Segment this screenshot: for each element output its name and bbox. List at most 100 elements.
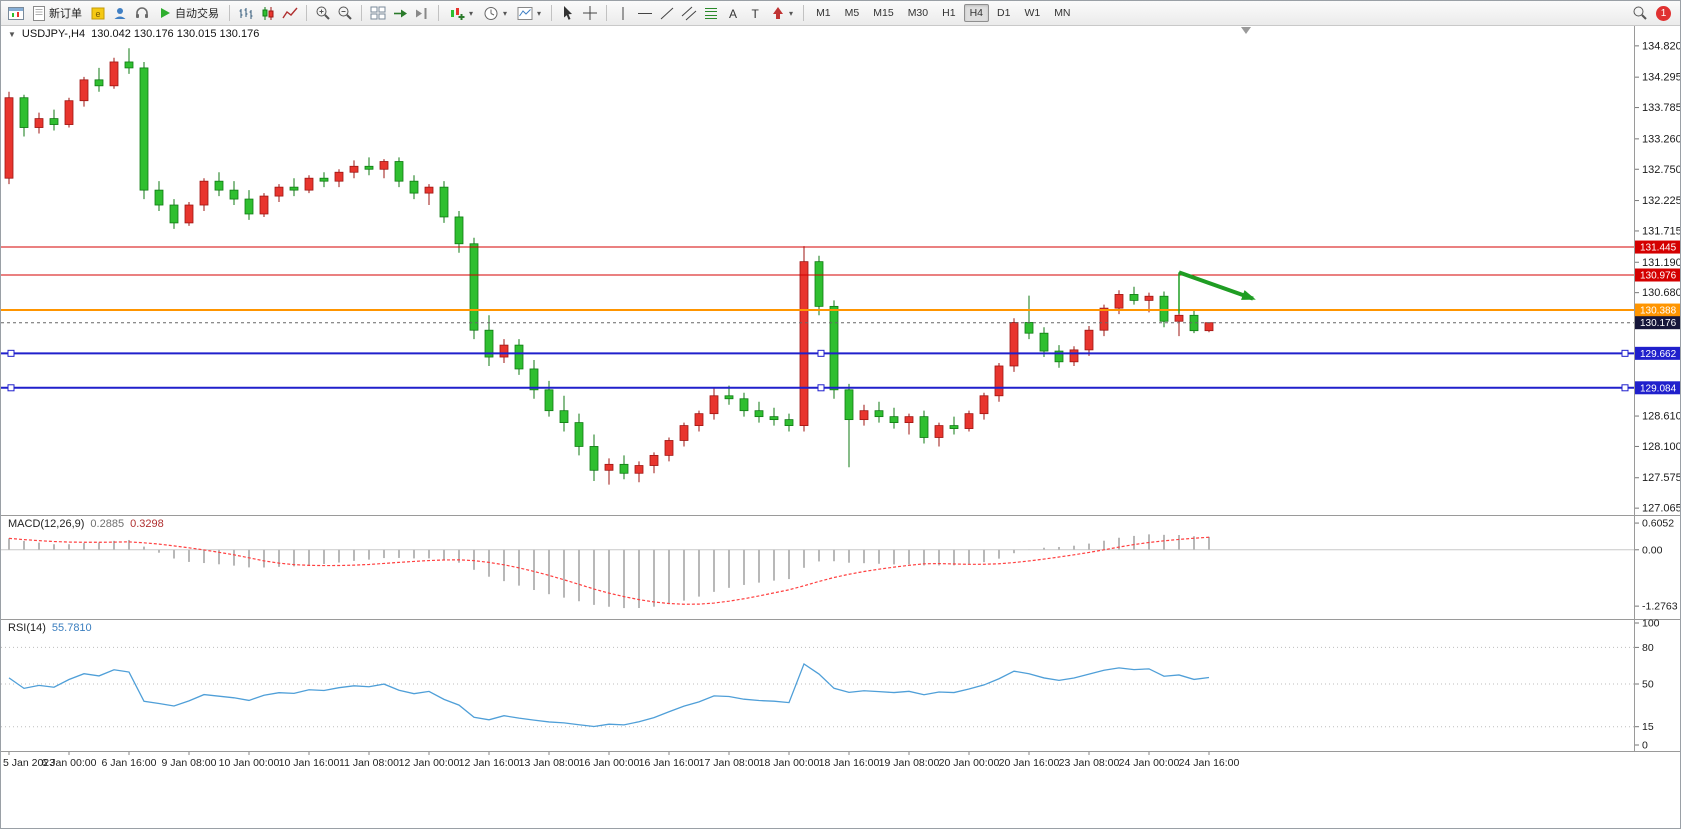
equidistant-channel-icon[interactable] [679,3,699,23]
price-level-badge [1635,381,1680,395]
candle [379,161,389,170]
candle [544,389,554,412]
timeframe-d1[interactable]: D1 [997,7,1011,19]
line-chart-icon[interactable] [280,3,300,23]
macd-value-signal: 0.3298 [130,518,164,530]
autotrading-play-icon [161,8,170,18]
time-axis-label: 18 Jan 00:00 [759,757,820,769]
candlestick-chart-icon[interactable] [258,3,278,23]
clock-icon [484,6,498,20]
horizontal-line-icon[interactable] [635,3,655,23]
candle [979,395,989,415]
candle [709,395,719,415]
candle [1129,294,1139,301]
candle [664,440,674,456]
tile-windows-icon[interactable] [368,3,388,23]
timeframe-mn[interactable]: MN [1054,7,1071,19]
bar-chart-icon[interactable] [236,3,256,23]
rsi-value: 55.7810 [51,622,92,634]
chart-collapse-icon[interactable]: ▼ [8,29,16,39]
search-icon[interactable] [1630,3,1650,23]
candle [64,100,74,125]
candle [229,189,239,200]
cursor-icon[interactable] [558,3,578,23]
chart-shift-icon[interactable] [412,3,432,23]
zoom-out-icon[interactable] [335,3,355,23]
toolbar-separator [438,5,439,21]
time-axis-label: 13 Jan 08:00 [519,757,580,769]
annotation-arrow[interactable] [1178,270,1254,301]
time-axis-label: 19 Jan 08:00 [879,757,940,769]
time-axis-label: 23 Jan 08:00 [1059,757,1120,769]
time-axis-label: 12 Jan 00:00 [399,757,460,769]
timeframe-h1[interactable]: H1 [942,7,956,19]
price-level-badge-text: 130.976 [1640,271,1677,282]
candle [514,344,524,370]
zoom-in-icon[interactable] [313,3,333,23]
notification-badge[interactable]: 1 [1656,5,1671,21]
auto-scroll-icon[interactable] [390,3,410,23]
community-icon[interactable] [110,3,130,23]
rsi-panel[interactable]: 100 80 50 15 0 [1,619,1681,751]
line-handle[interactable] [7,349,15,357]
chart-shift-marker[interactable] [1241,27,1251,34]
time-axis-label: 9 Jan 08:00 [162,757,217,769]
text-tool-icon[interactable]: A [723,3,743,23]
new-chart-dropdown[interactable]: ▾ [445,3,477,23]
candle [874,410,884,418]
time-axis-label: 24 Jan 16:00 [1179,757,1240,769]
timeframe-w1[interactable]: W1 [1024,7,1041,19]
time-axis-label: 24 Jan 00:00 [1119,757,1180,769]
time-axis-label: 5 Jan 2023 [3,757,55,769]
candle [1069,349,1079,363]
annotation-arrow-head[interactable] [1241,290,1256,300]
macd-axis[interactable] [1635,516,1681,619]
timeframe-m5[interactable]: M5 [844,7,860,19]
price-tick-label: 130.680 [1642,287,1681,299]
crosshair-icon[interactable] [580,3,600,23]
price-level-badge-text: 130.176 [1640,318,1677,329]
candle [784,419,794,426]
arrows-dropdown[interactable]: ▾ [767,3,797,23]
candle [244,198,254,215]
autotrading-button[interactable]: 自动交易 [154,3,223,23]
vertical-line-icon[interactable] [613,3,633,23]
fibonacci-icon[interactable] [701,3,721,23]
price-tick-label: 132.750 [1642,164,1681,176]
trendline-icon[interactable] [657,3,677,23]
candle [604,463,614,471]
timeframe-m1[interactable]: M1 [816,7,831,19]
candle [844,389,854,421]
metaeditor-icon[interactable]: e [88,3,108,23]
candle [754,410,764,418]
periods-dropdown[interactable]: ▾ [479,3,511,23]
candle [319,177,329,182]
candle [79,79,89,102]
price-level-badge [1635,268,1680,282]
line-handle[interactable] [817,349,825,357]
new-order-button[interactable]: 新订单 [28,3,86,23]
price-tick-label: 134.820 [1642,40,1681,52]
label-tool-icon[interactable]: T [745,3,765,23]
templates-dropdown[interactable]: ▾ [513,3,545,23]
rsi-axis[interactable] [1635,620,1681,751]
timeframe-m15[interactable]: M15 [873,7,894,19]
line-handle[interactable] [7,384,15,392]
rsi-axis-label: 80 [1642,642,1654,654]
line-handle[interactable] [817,384,825,392]
support-icon[interactable] [132,3,152,23]
line-handle[interactable] [1621,384,1629,392]
candle [904,416,914,424]
price-tick-label: 127.575 [1642,472,1681,484]
candle [439,186,449,218]
macd-panel[interactable]: 0.6052 0.00 -1.2763 [1,515,1681,619]
main-chart[interactable]: 134.820 134.295 133.785 133.260 132.750 132.2… [1,25,1681,515]
timeframe-h4[interactable]: H4 [963,4,989,22]
line-handle[interactable] [1621,349,1629,357]
timeframe-m30[interactable]: M30 [907,7,929,19]
new-chart-window-icon[interactable] [6,3,26,23]
candle [859,410,869,421]
svg-text:A: A [729,7,737,21]
new-order-label: 新订单 [49,8,82,20]
